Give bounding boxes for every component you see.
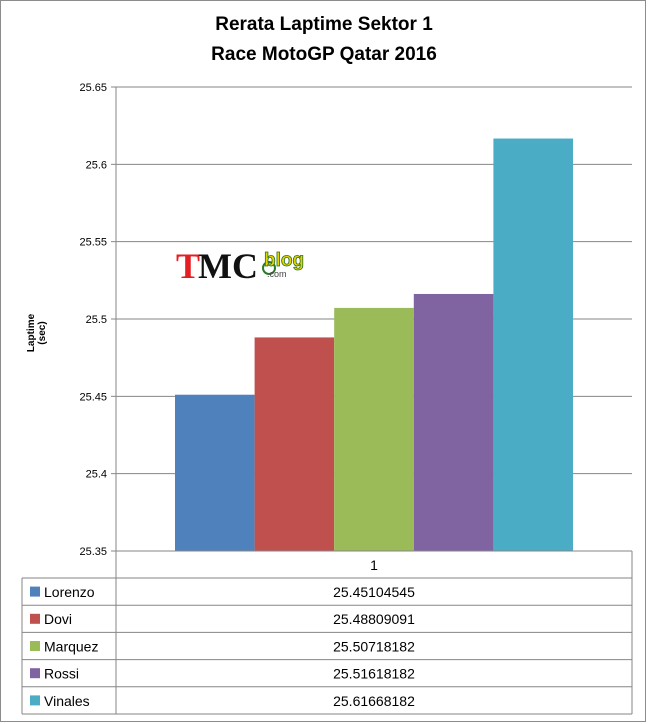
bar-dovi [254,337,335,551]
logo-blog-text: blog [264,250,304,271]
legend-key-rossi [30,668,40,679]
bar-marquez [334,307,414,551]
data-table: 1 Lorenzo 25.45104545 Dovi 25.48809091 Marque… [21,550,633,715]
data-value-vinales: 25.61668182 [333,693,415,709]
legend-label-rossi: Rossi [44,666,79,682]
y-tick-label: 25.4 [86,469,107,481]
legend-key-marquez [30,641,40,651]
y-tick-labels: 25.35 25.4 25.45 25.5 25.55 25.6 25.65 [79,82,107,558]
legend-key-dovi [30,613,40,624]
y-tick-label: 25.55 [79,237,107,249]
data-value-marquez: 25.50718182 [333,638,415,654]
data-value-rossi: 25.51618182 [333,666,415,682]
chart-subtitle: Race MotoGP Qatar 2016 [211,44,437,65]
bar-lorenzo [175,394,255,551]
legend-key-vinales [30,695,40,706]
legend-label-vinales: Vinales [44,693,90,709]
data-value-lorenzo: 25.45104545 [333,584,415,600]
category-label: 1 [370,557,378,573]
y-tick-label: 25.6 [86,159,107,171]
bars [175,138,573,552]
logo-tmc-letters: MC [198,246,258,284]
bar-vinales [493,138,573,552]
data-value-dovi: 25.48809091 [333,611,415,627]
logo-com-text: .com [267,269,287,279]
legend-label-dovi: Dovi [44,611,72,627]
legend-key-lorenzo [30,586,40,597]
y-tick-label: 25.45 [79,391,107,403]
chart-title: Rerata Laptime Sektor 1 [215,14,433,35]
logo-tmc-letter-t: T [176,246,200,284]
y-tick-label: 25.5 [86,314,107,326]
legend-label-lorenzo: Lorenzo [44,584,95,600]
bar-rossi [413,293,494,551]
y-tick-label: 25.65 [79,82,107,94]
legend-label-marquez: Marquez [44,638,98,654]
tmc-blog-logo: T MC blog .com [176,244,306,284]
y-tick-label: 25.35 [79,546,107,558]
